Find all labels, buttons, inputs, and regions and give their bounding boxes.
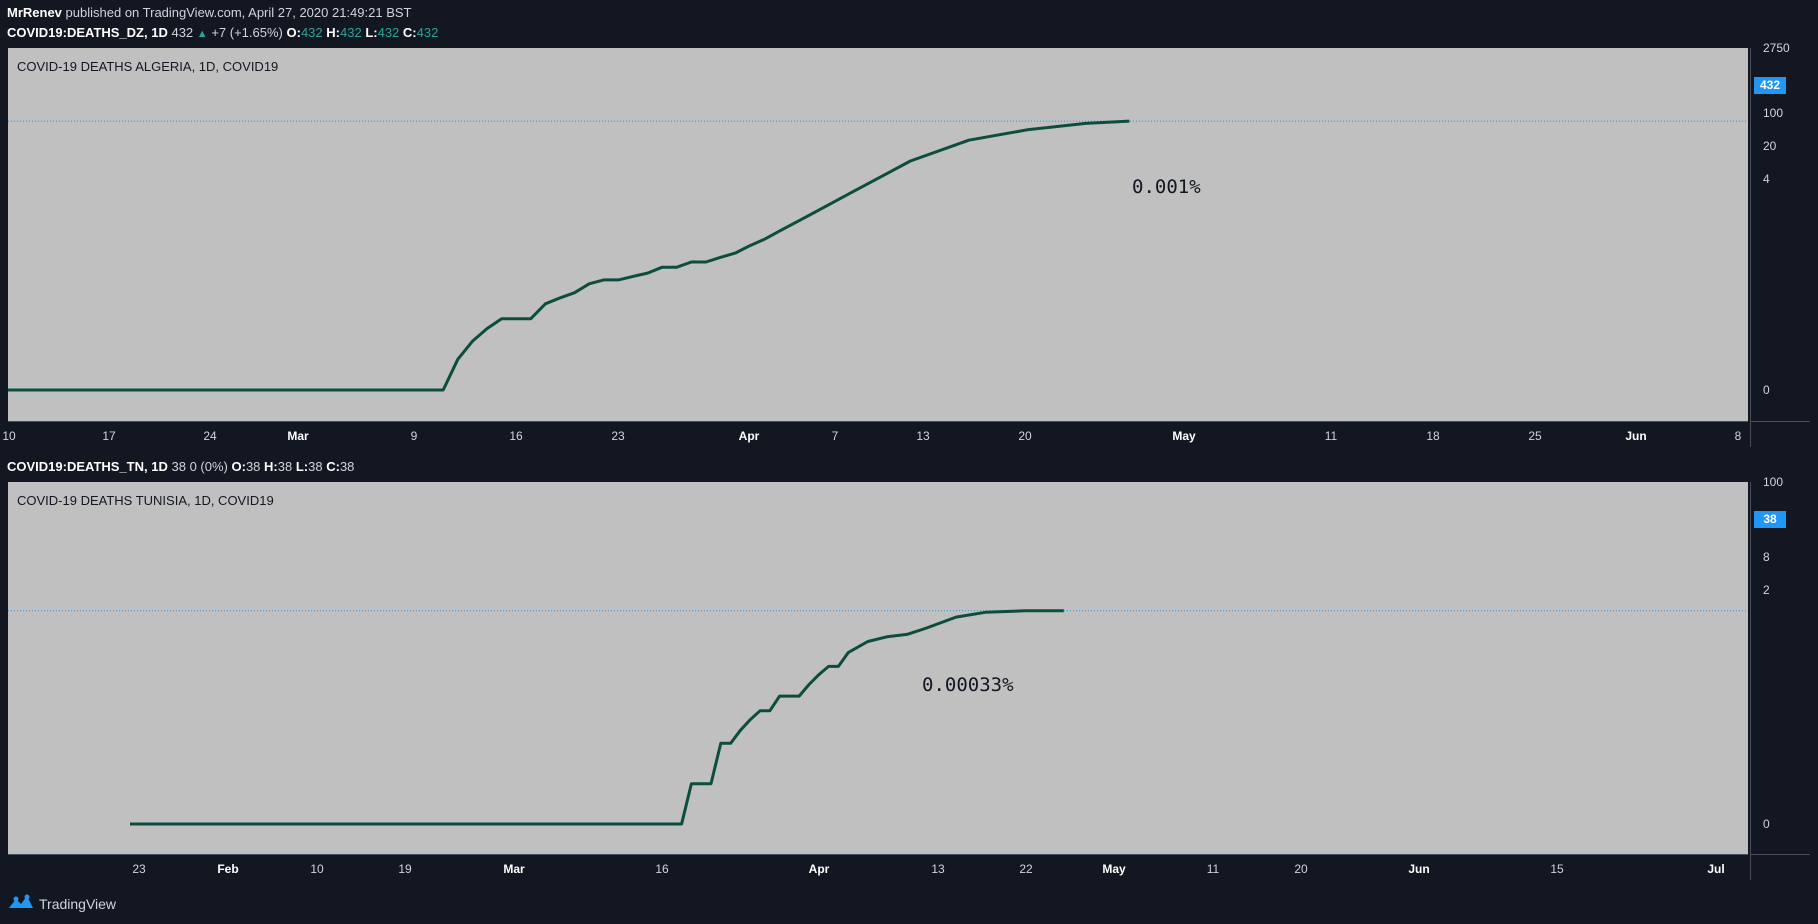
x-tick-label: 16	[509, 429, 523, 443]
y-tick-label: 0	[1763, 383, 1770, 397]
close-value-tn: 38	[339, 459, 355, 474]
chart-title-tunisia: COVID-19 DEATHS TUNISIA, 1D, COVID19	[17, 493, 274, 508]
x-tick-label: 20	[1294, 862, 1308, 876]
x-tick-label: 19	[398, 862, 412, 876]
series-line	[8, 119, 1130, 392]
x-tick-label: 9	[410, 429, 418, 443]
last-value-tag-tunisia: 38	[1754, 511, 1786, 528]
author-name[interactable]: MrRenev	[7, 5, 62, 20]
axis-corner	[1750, 421, 1810, 447]
x-tick-label: 10	[310, 862, 324, 876]
series-line	[130, 609, 1064, 826]
symbol-line-tn: COVID19:DEATHS_TN, 1D 38 0 (0%) O:38 H:3…	[7, 459, 354, 474]
chart-pane-algeria[interactable]: COVID-19 DEATHS ALGERIA, 1D, COVID19 0.0…	[8, 48, 1748, 421]
x-tick-label: 13	[931, 862, 945, 876]
close-label-dz: C:	[402, 25, 417, 40]
publish-header: MrRenev published on TradingView.com, Ap…	[7, 5, 411, 20]
x-tick-label: Jun	[1408, 862, 1430, 876]
x-tick-label: 22	[1019, 862, 1033, 876]
change-dz: +7 (+1.65%)	[211, 25, 283, 40]
x-tick-label: Apr	[808, 862, 830, 876]
high-label-dz: H:	[326, 25, 340, 40]
y-tick-label: 4	[1763, 172, 1770, 186]
x-tick-label: 17	[102, 429, 116, 443]
high-label-tn: H:	[264, 459, 278, 474]
symbol-tn[interactable]: COVID19:DEATHS_TN, 1D	[7, 459, 168, 474]
high-value-dz: 432	[339, 25, 362, 40]
axis-corner	[1750, 854, 1810, 880]
x-tick-label: 23	[611, 429, 625, 443]
x-tick-label: 24	[203, 429, 217, 443]
x-tick-label: May	[1172, 429, 1196, 443]
y-tick-label: 2750	[1763, 41, 1790, 55]
y-tick-label: 0	[1763, 817, 1770, 831]
time-axis-tunisia[interactable]: 23 Feb 10 19 Mar 16 Apr 13 22 May 11 20 …	[8, 854, 1748, 880]
low-value-tn: 38	[308, 459, 323, 474]
annotation-tunisia: 0.00033%	[922, 674, 1014, 696]
x-tick-label: Jun	[1625, 429, 1647, 443]
last-value-tag-algeria: 432	[1754, 77, 1786, 94]
close-label-tn: C:	[326, 459, 340, 474]
x-tick-label: 13	[916, 429, 930, 443]
last-tn: 38	[171, 459, 186, 474]
time-axis-algeria[interactable]: 10 17 24 Mar 9 16 23 Apr 7 13 20 May 11 …	[2, 421, 1748, 447]
x-tick-label: 10	[2, 429, 16, 443]
open-label-dz: O:	[286, 25, 301, 40]
x-tick-label: Mar	[287, 429, 309, 443]
open-value-tn: 38	[245, 459, 261, 474]
high-value-tn: 38	[277, 459, 293, 474]
footer-brand[interactable]: TradingView	[8, 894, 116, 913]
x-tick-label: 25	[1528, 429, 1542, 443]
symbol-dz[interactable]: COVID19:DEATHS_DZ, 1D	[7, 25, 168, 40]
y-tick-label: 8	[1763, 550, 1770, 564]
low-label-tn: L:	[295, 459, 309, 474]
x-tick-label: May	[1102, 862, 1126, 876]
change-tn: 0 (0%)	[189, 459, 228, 474]
y-tick-label: 2	[1763, 583, 1770, 597]
up-triangle-icon: ▲	[196, 28, 208, 40]
x-tick-label: Jul	[1707, 862, 1725, 876]
x-tick-label: 18	[1426, 429, 1440, 443]
open-label-tn: O:	[231, 459, 246, 474]
x-tick-label: 23	[132, 862, 146, 876]
x-tick-label: Mar	[503, 862, 525, 876]
footer-brand-label: TradingView	[39, 895, 117, 912]
x-tick-label: 11	[1206, 862, 1220, 876]
y-tick-label: 100	[1763, 475, 1784, 489]
annotation-algeria: 0.001%	[1132, 176, 1201, 198]
x-tick-label: 16	[655, 862, 669, 876]
x-tick-label: Feb	[217, 862, 239, 876]
y-tick-label: 20	[1763, 139, 1777, 153]
y-tick-label: 100	[1763, 106, 1784, 120]
x-tick-label: Apr	[738, 429, 760, 443]
price-scale-algeria[interactable]: 2750 432 100 20 4 0	[1750, 41, 1810, 421]
low-value-dz: 432	[377, 25, 400, 40]
last-dz: 432	[171, 25, 194, 40]
x-tick-label: 8	[1734, 429, 1742, 443]
tradingview-logo-icon	[8, 894, 34, 913]
published-text: published on TradingView.com, April 27, …	[65, 5, 412, 20]
chart-title-algeria: COVID-19 DEATHS ALGERIA, 1D, COVID19	[17, 59, 279, 74]
low-label-dz: L:	[365, 25, 378, 40]
x-tick-label: 15	[1550, 862, 1564, 876]
x-tick-label: 11	[1324, 429, 1338, 443]
open-value-dz: 432	[300, 25, 323, 40]
x-tick-label: 7	[831, 429, 839, 443]
symbol-line-dz: COVID19:DEATHS_DZ, 1D 432 ▲ +7 (+1.65%) …	[7, 25, 438, 40]
chart-pane-tunisia[interactable]: COVID-19 DEATHS TUNISIA, 1D, COVID19 0.0…	[8, 482, 1748, 854]
price-scale-tunisia[interactable]: 100 38 8 2 0	[1750, 475, 1810, 854]
close-value-dz: 432	[416, 25, 439, 40]
line-chart-tunisia	[8, 609, 1748, 826]
x-tick-label: 20	[1018, 429, 1032, 443]
line-chart-algeria	[8, 119, 1748, 392]
